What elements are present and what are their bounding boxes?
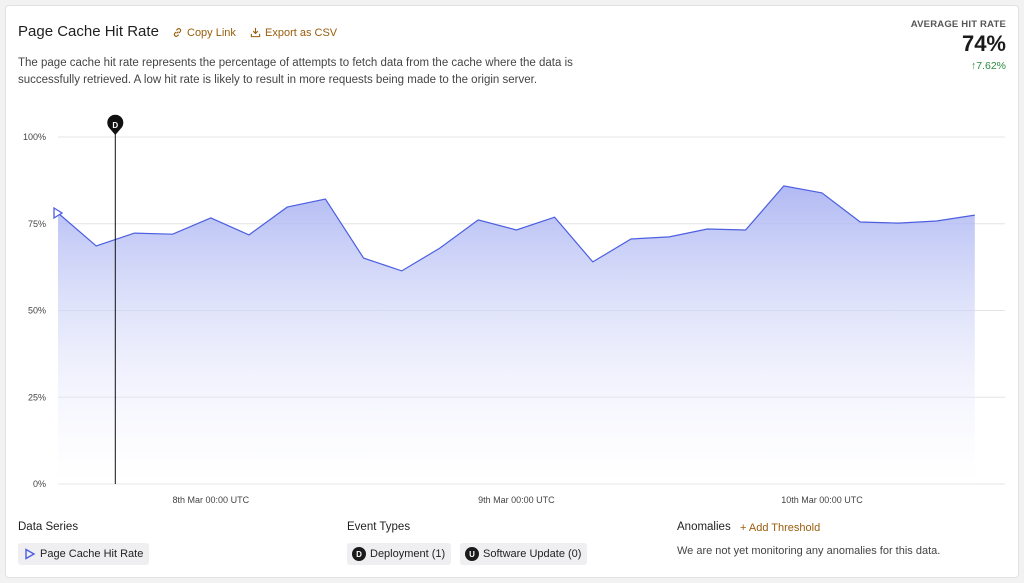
series-name: Page Cache Hit Rate <box>40 548 144 560</box>
series-line <box>57 185 975 272</box>
chart: 0% 25% 50% 75% 100% 8th Mar 00:00 UTC 9th Mar … <box>23 114 1005 505</box>
event-chip[interactable]: D Deployment (1) <box>347 543 452 565</box>
add-threshold-label: Add Threshold <box>748 522 821 534</box>
anomalies-note: We are not yet monitoring any anomalies … <box>677 545 941 557</box>
summary-change-value: 7.62% <box>976 60 1006 72</box>
title: Page Cache Hit Rate <box>18 23 159 40</box>
summary-change: ↑7.62% <box>971 60 1006 72</box>
plus-icon: + <box>740 522 749 534</box>
y-tick-label: 100% <box>23 132 46 142</box>
x-tick-label: 9th Mar 00:00 UTC <box>478 495 555 505</box>
area-fill <box>58 185 975 484</box>
y-tick-label: 0% <box>33 479 46 489</box>
series-chip[interactable]: Page Cache Hit Rate <box>18 543 150 565</box>
summary-label: AVERAGE HIT RATE <box>910 19 1006 30</box>
y-tick-label: 50% <box>28 306 46 316</box>
event-pin <box>107 114 124 135</box>
summary-value: 74% <box>961 31 1006 56</box>
event-marker-label: D <box>112 121 118 130</box>
event-badge: U <box>465 547 479 561</box>
up-arrow: ↑ <box>970 60 977 72</box>
anomalies-title: Anomalies <box>677 521 731 533</box>
y-tick-label: 25% <box>28 392 46 402</box>
link-icon <box>173 28 182 37</box>
series-icon <box>25 548 36 560</box>
description: The page cache hit rate represents the p… <box>18 57 573 86</box>
export-csv[interactable]: Export as CSV <box>265 27 338 39</box>
event-types-title: Event Types <box>347 521 411 533</box>
event-label: Software Update (0) <box>483 548 582 560</box>
add-threshold[interactable]: + Add Threshold <box>740 522 820 534</box>
x-tick-label: 10th Mar 00:00 UTC <box>781 495 863 505</box>
copy-link[interactable]: Copy Link <box>187 27 236 39</box>
event-chip[interactable]: U Software Update (0) <box>460 543 588 565</box>
y-tick-label: 75% <box>28 219 46 229</box>
data-series-title: Data Series <box>18 521 79 533</box>
event-label: Deployment (1) <box>370 548 446 560</box>
export-icon <box>250 27 261 38</box>
x-tick-label: 8th Mar 00:00 UTC <box>173 495 250 505</box>
event-badge: D <box>352 547 366 561</box>
series-start-marker <box>53 206 64 220</box>
